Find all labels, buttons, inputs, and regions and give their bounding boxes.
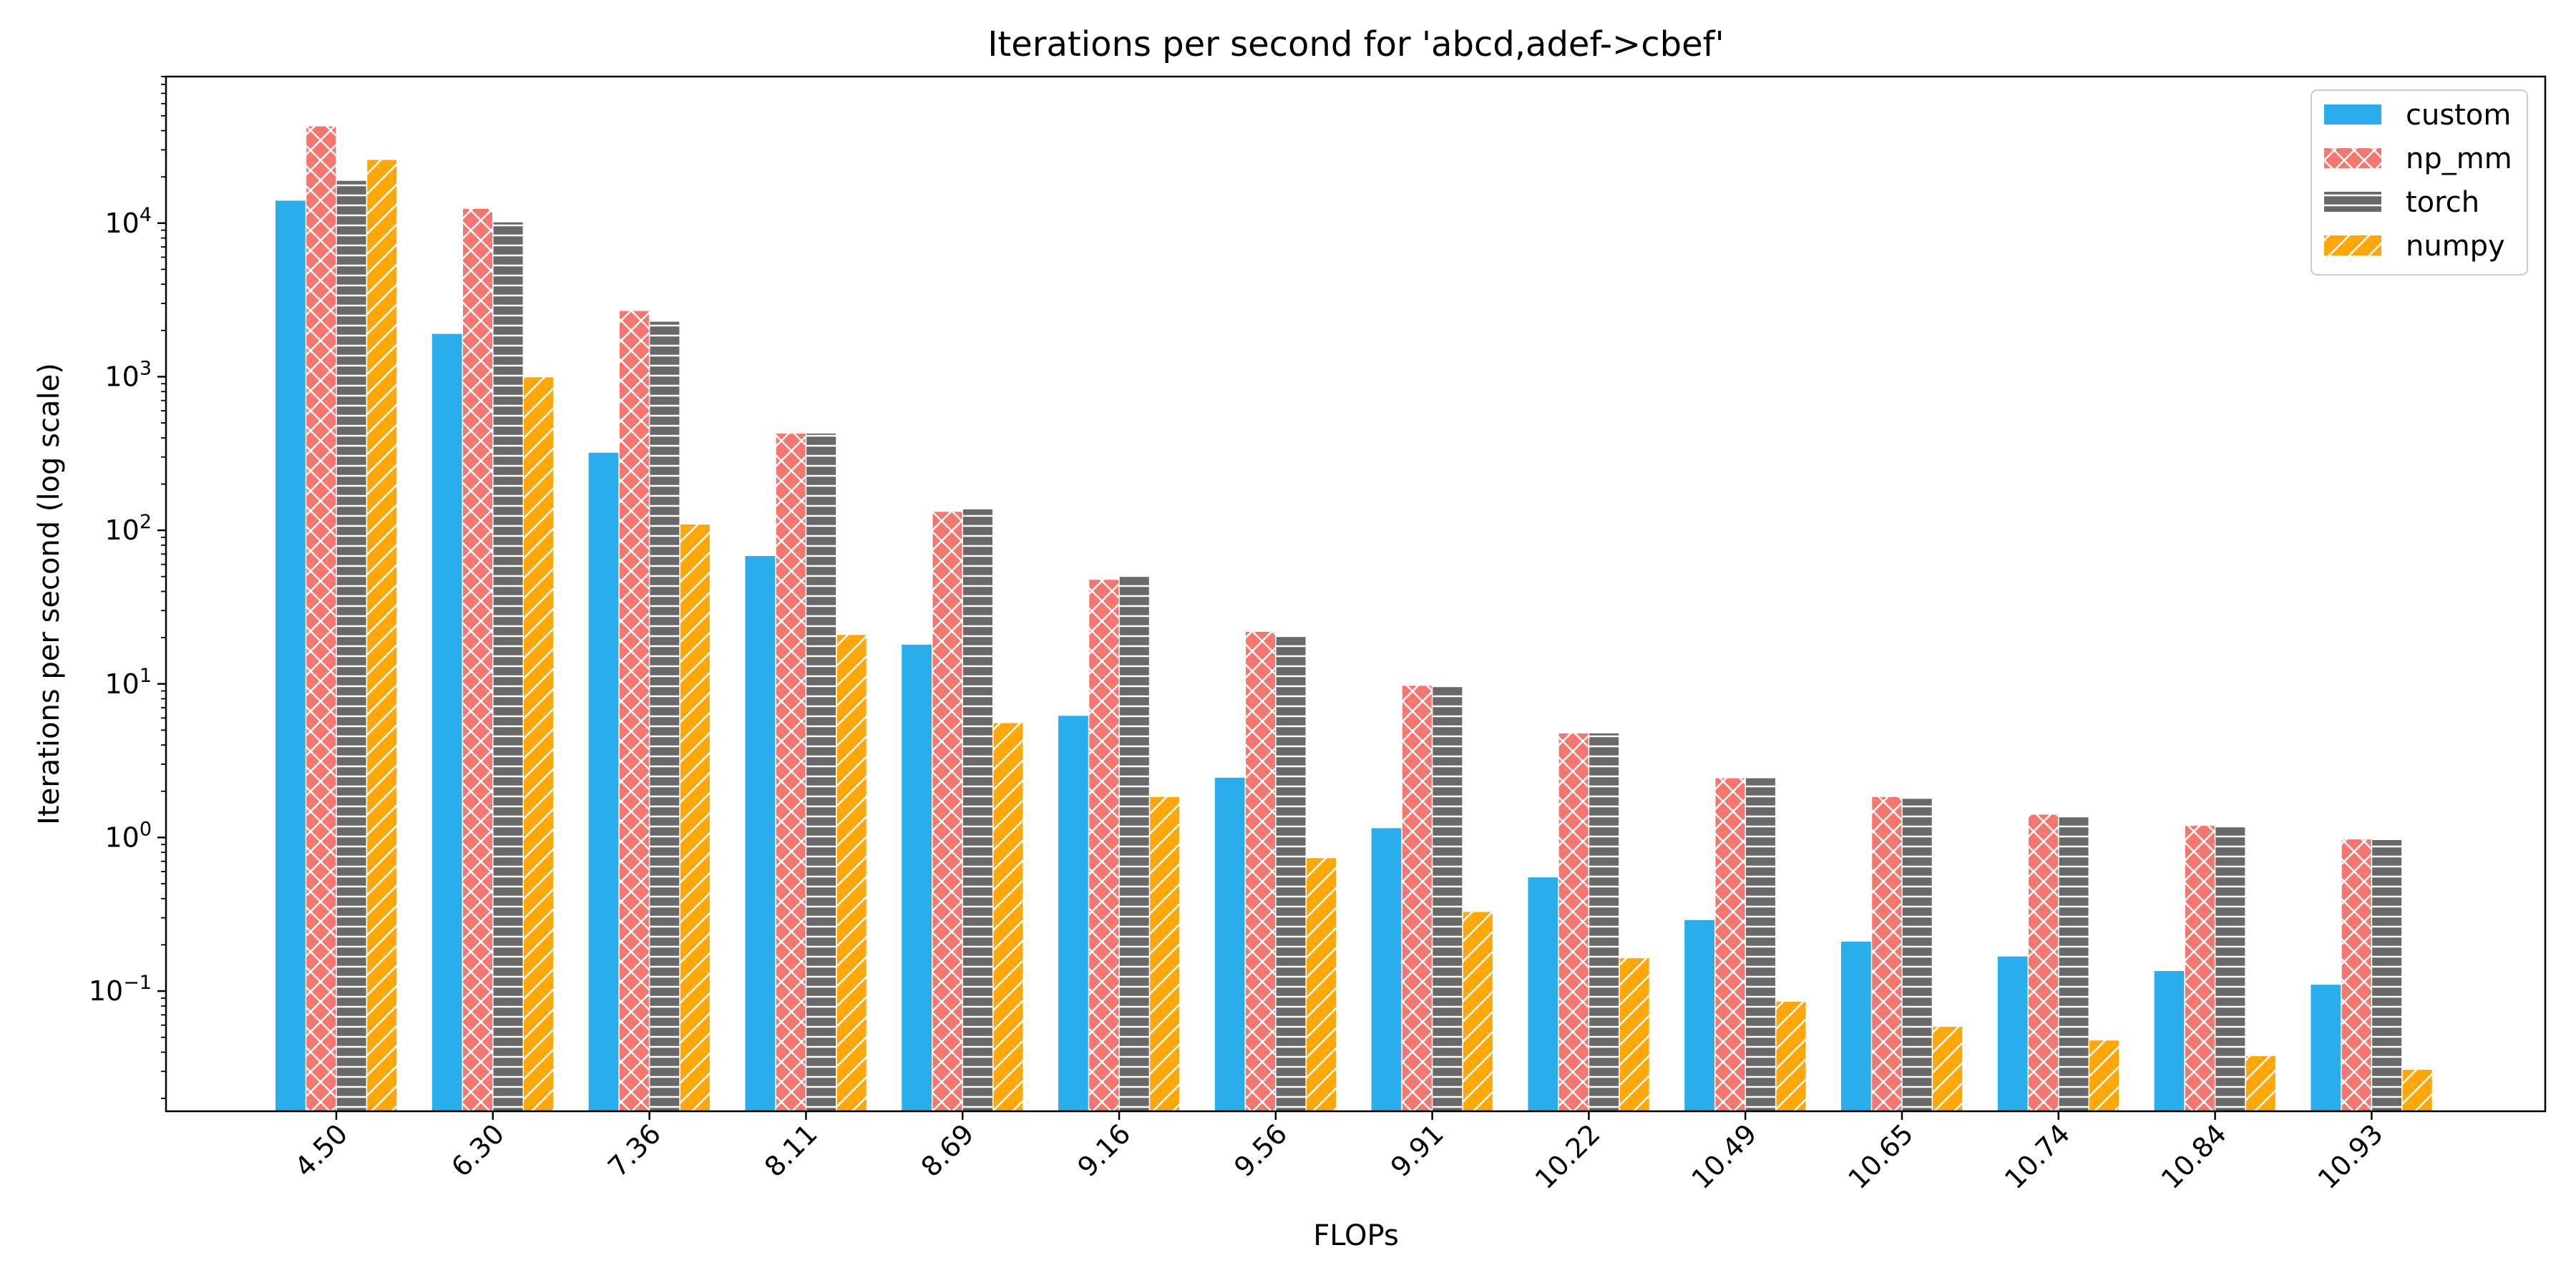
bar-custom-9.56: [1214, 777, 1246, 1111]
x-tick-label: 10.22: [1529, 1118, 1606, 1195]
bar-custom-9.91: [1371, 828, 1402, 1111]
x-tick-label: 10.65: [1842, 1118, 1919, 1195]
bar-hatch-np_mm-10.49: [1714, 777, 1746, 1112]
x-tick-label: 9.91: [1385, 1118, 1450, 1183]
bar-custom-10.22: [1528, 877, 1558, 1111]
bar-hatch-numpy-6.30: [522, 376, 555, 1112]
x-tick-label: 4.50: [288, 1118, 353, 1183]
bar-hatch-numpy-10.65: [1931, 1025, 1963, 1112]
legend-swatch-hatch-torch: [2324, 192, 2381, 212]
bar-hatch-np_mm-9.91: [1401, 684, 1433, 1112]
bar-hatch-torch-4.50: [336, 180, 368, 1112]
bar-hatch-np_mm-10.84: [2184, 824, 2216, 1112]
y-tick-label: 10−1: [89, 972, 152, 1007]
x-tick-label: 6.30: [445, 1118, 510, 1183]
bar-hatch-torch-10.49: [1745, 777, 1777, 1112]
bar-hatch-torch-10.93: [2371, 839, 2403, 1112]
bar-hatch-numpy-10.22: [1619, 957, 1651, 1112]
bar-hatch-np_mm-9.56: [1244, 630, 1277, 1112]
bar-hatch-numpy-8.11: [836, 633, 868, 1112]
bar-hatch-numpy-9.91: [1462, 910, 1494, 1112]
legend-label-numpy: numpy: [2406, 230, 2505, 263]
y-tick-label: 102: [104, 511, 152, 546]
bar-hatch-np_mm-10.22: [1558, 732, 1590, 1112]
x-tick-label: 8.69: [915, 1118, 980, 1183]
bar-custom-9.16: [1058, 716, 1089, 1111]
bar-hatch-np_mm-10.74: [2027, 813, 2059, 1112]
bar-hatch-torch-10.65: [1901, 797, 1933, 1112]
bar-hatch-numpy-10.84: [2245, 1055, 2277, 1112]
y-tick-label: 104: [104, 204, 152, 239]
y-tick-label: 100: [104, 818, 152, 853]
bar-hatch-torch-7.36: [648, 321, 680, 1112]
legend-swatch-hatch-np_mm: [2324, 148, 2381, 168]
x-axis-label: FLOPs: [1313, 1219, 1399, 1252]
bar-hatch-numpy-10.74: [2088, 1039, 2120, 1112]
y-axis-label: Iterations per second (log scale): [33, 363, 66, 825]
bar-hatch-np_mm-10.93: [2341, 838, 2373, 1112]
bar-custom-8.69: [902, 644, 932, 1111]
bar-hatch-np_mm-9.16: [1088, 578, 1120, 1112]
bar-hatch-numpy-8.69: [992, 722, 1024, 1112]
legend-label-np_mm: np_mm: [2406, 142, 2512, 175]
bar-hatch-np_mm-8.69: [931, 510, 963, 1112]
x-tick-label: 10.84: [2155, 1118, 2233, 1195]
x-tick-label: 10.49: [1686, 1118, 1763, 1195]
bar-hatch-np_mm-8.11: [775, 432, 807, 1112]
bar-hatch-torch-8.11: [805, 432, 837, 1112]
bar-hatch-numpy-9.56: [1305, 857, 1337, 1112]
bar-hatch-torch-10.22: [1588, 732, 1620, 1112]
x-tick-label: 10.93: [2312, 1118, 2389, 1195]
bar-custom-6.30: [431, 333, 463, 1111]
y-tick-label: 103: [104, 357, 152, 392]
bar-custom-10.65: [1841, 941, 1872, 1111]
legend-swatch-custom: [2324, 104, 2381, 125]
bar-hatch-numpy-7.36: [679, 523, 711, 1112]
bar-custom-10.93: [2311, 985, 2341, 1111]
bar-hatch-np_mm-4.50: [305, 125, 337, 1112]
bar-hatch-np_mm-10.65: [1870, 796, 1903, 1112]
bar-hatch-np_mm-6.30: [462, 208, 494, 1112]
bar-hatch-numpy-10.93: [2401, 1068, 2434, 1112]
plot-frame: [165, 75, 2547, 1113]
bar-hatch-torch-9.56: [1275, 635, 1307, 1112]
bar-hatch-torch-9.16: [1118, 575, 1151, 1112]
bar-hatch-torch-8.69: [962, 508, 994, 1112]
chart-title: Iterations per second for 'abcd,adef->cb…: [987, 24, 1724, 64]
x-tick-label: 9.56: [1228, 1118, 1293, 1183]
x-axis-ticks: 4.50 6.30 7.36 8.11 8.69 9.16 9.56 9.91 10.22 10.…: [288, 1111, 2389, 1195]
bar-hatch-np_mm-7.36: [618, 310, 650, 1112]
y-axis-ticks: 10−1 100 101 102 103 104: [89, 76, 166, 1099]
x-tick-label: 9.16: [1071, 1118, 1136, 1183]
bars-layer: [275, 125, 2434, 1112]
bar-hatch-numpy-9.16: [1148, 796, 1181, 1112]
legend-label-torch: torch: [2406, 186, 2479, 219]
y-tick-label: 101: [104, 665, 152, 700]
bar-custom-10.49: [1684, 919, 1715, 1111]
legend-label-custom: custom: [2406, 99, 2511, 132]
x-tick-label: 10.74: [1999, 1118, 2076, 1195]
bar-custom-4.50: [275, 200, 306, 1112]
bar-hatch-numpy-10.49: [1775, 1000, 1807, 1112]
bar-hatch-torch-10.84: [2214, 825, 2246, 1112]
bar-custom-10.84: [2154, 971, 2185, 1111]
bar-custom-10.74: [1997, 956, 2029, 1111]
bar-hatch-numpy-4.50: [366, 159, 398, 1112]
bar-hatch-torch-6.30: [492, 221, 525, 1112]
bar-custom-8.11: [745, 556, 776, 1111]
x-tick-label: 7.36: [602, 1118, 667, 1183]
x-tick-label: 8.11: [758, 1118, 824, 1183]
bar-custom-7.36: [588, 452, 620, 1111]
bar-hatch-torch-10.74: [2058, 815, 2090, 1112]
legend-frame: [2311, 89, 2528, 275]
legend-swatch-hatch-numpy: [2324, 235, 2381, 255]
bar-hatch-torch-9.91: [1431, 684, 1463, 1112]
